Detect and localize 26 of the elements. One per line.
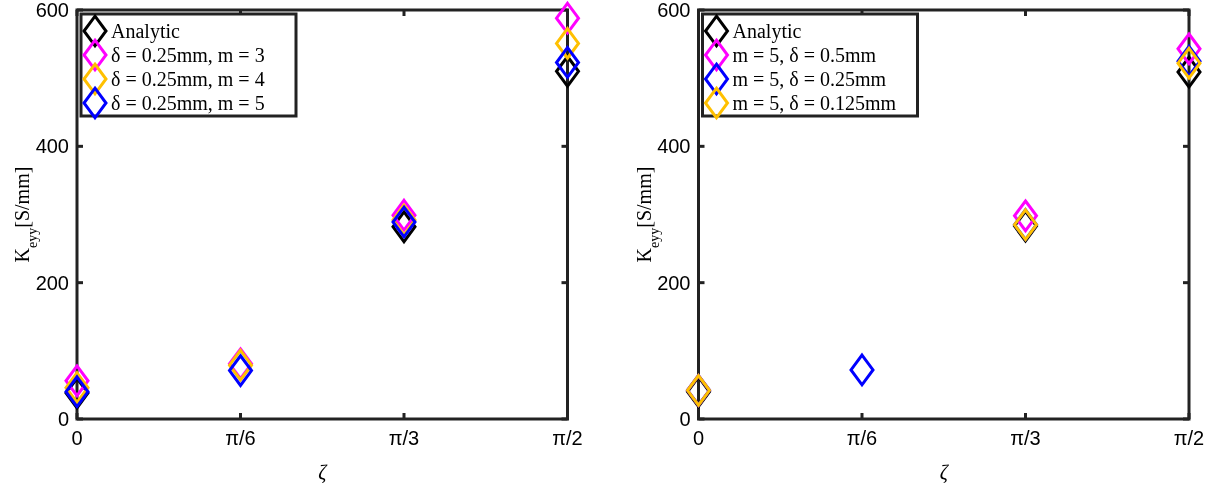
x-tick-label: π/6 bbox=[225, 427, 256, 449]
x-tick-label: 0 bbox=[71, 427, 83, 449]
y-tick-label: 600 bbox=[657, 0, 691, 21]
y-tick-label: 0 bbox=[679, 408, 691, 430]
y-tick-label: 0 bbox=[57, 408, 69, 430]
legend-label: Analytic bbox=[732, 20, 802, 43]
y-tick-label: 400 bbox=[35, 135, 69, 158]
legend-label: δ = 0.25mm, m = 5 bbox=[111, 92, 265, 114]
y-tick-label: 200 bbox=[657, 271, 691, 294]
x-tick-label: π/3 bbox=[1010, 427, 1041, 449]
x-tick-label: 0 bbox=[692, 427, 705, 449]
legend-label: δ = 0.25mm, m = 3 bbox=[111, 44, 265, 66]
x-tick-label: π/2 bbox=[1173, 427, 1205, 449]
y-tick-label: 600 bbox=[35, 0, 69, 21]
x-tick-label: π/6 bbox=[846, 427, 878, 449]
legend-label: Analytic bbox=[111, 20, 180, 43]
x-axis-title: ζ bbox=[939, 461, 950, 484]
y-tick-label: 400 bbox=[657, 135, 691, 158]
legend-label: m = 5, δ = 0.5mm bbox=[732, 44, 877, 66]
x-tick-label: π/2 bbox=[552, 427, 583, 449]
legend-label: m = 5, δ = 0.25mm bbox=[732, 68, 887, 90]
legend-label: δ = 0.25mm, m = 4 bbox=[111, 68, 265, 90]
x-tick-label: π/3 bbox=[388, 427, 420, 449]
x-axis-title: ζ bbox=[318, 461, 329, 484]
y-tick-label: 200 bbox=[35, 271, 69, 294]
legend-label: m = 5, δ = 0.125mm bbox=[732, 92, 897, 114]
